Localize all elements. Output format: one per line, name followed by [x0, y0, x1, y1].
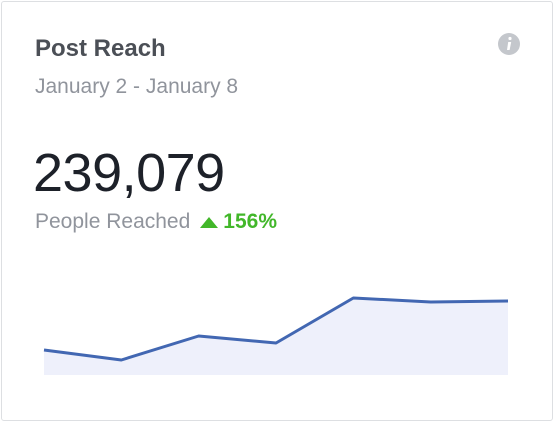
sparkline-area [44, 298, 508, 375]
reach-change: 156% [223, 210, 278, 233]
reach-label: People Reached [35, 210, 191, 233]
reach-value: 239,079 [33, 143, 225, 203]
card-title: Post Reach [35, 35, 166, 62]
reach-row: People Reached 156% [35, 210, 277, 234]
info-icon[interactable] [497, 32, 521, 56]
sparkline-line [43, 296, 509, 362]
up-arrow [200, 217, 219, 228]
date-range: January 2 - January 8 [35, 75, 239, 98]
